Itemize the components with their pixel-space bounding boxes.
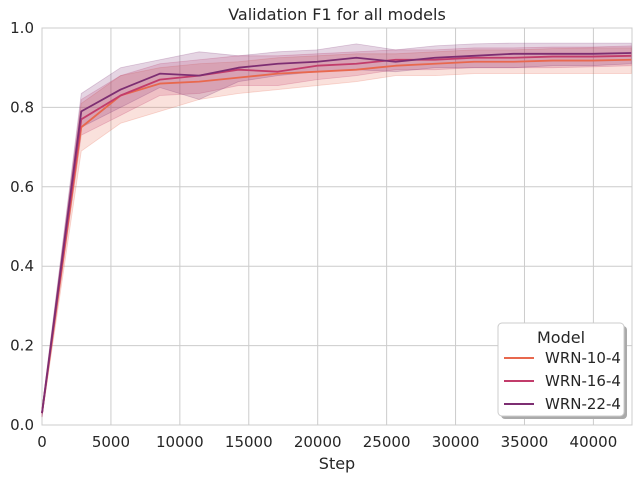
chart-title: Validation F1 for all models	[228, 5, 446, 24]
series-lines	[41, 52, 632, 414]
legend-label: WRN-22-4	[545, 395, 621, 413]
x-tick-label: 35000	[501, 433, 549, 451]
y-tick-label: 1.0	[10, 19, 34, 37]
plot-frame	[41, 27, 633, 426]
x-tick-label: 30000	[432, 433, 480, 451]
legend-label: WRN-10-4	[545, 349, 621, 367]
series-line-wrn-10-4	[41, 58, 632, 414]
y-tick-label: 0.0	[10, 416, 34, 434]
x-axis-label: Step	[319, 454, 355, 473]
x-tick-label: 20000	[294, 433, 342, 451]
confidence-band-wrn-16-4	[41, 45, 632, 418]
x-tick-label: 40000	[570, 433, 618, 451]
series-line-wrn-22-4	[41, 52, 632, 414]
x-tick-label: 0	[37, 433, 47, 451]
legend-box	[497, 322, 625, 417]
legend-label: WRN-16-4	[545, 372, 621, 390]
x-tick-label: 5000	[92, 433, 130, 451]
legend: Model WRN-10-4 WRN-16-4 WRN-22-4	[497, 322, 627, 419]
series-line-wrn-16-4	[41, 54, 632, 414]
confidence-band-wrn-10-4	[41, 47, 632, 418]
x-tick-label: 25000	[363, 433, 411, 451]
confidence-bands	[41, 42, 632, 418]
legend-items: WRN-10-4 WRN-16-4 WRN-22-4	[504, 349, 621, 413]
tick-labels: 0.0 0.2 0.4 0.6 0.8 1.0 0 5000 10000 15000 20000 25…	[10, 19, 617, 451]
grid-lines	[41, 27, 633, 426]
y-tick-label: 0.2	[10, 337, 34, 355]
y-tick-label: 0.4	[10, 257, 34, 275]
x-tick-label: 10000	[156, 433, 204, 451]
confidence-band-wrn-22-4	[41, 42, 632, 418]
y-tick-label: 0.6	[10, 178, 34, 196]
y-tick-label: 0.8	[10, 98, 34, 116]
legend-title: Model	[537, 328, 585, 347]
x-tick-label: 15000	[225, 433, 273, 451]
